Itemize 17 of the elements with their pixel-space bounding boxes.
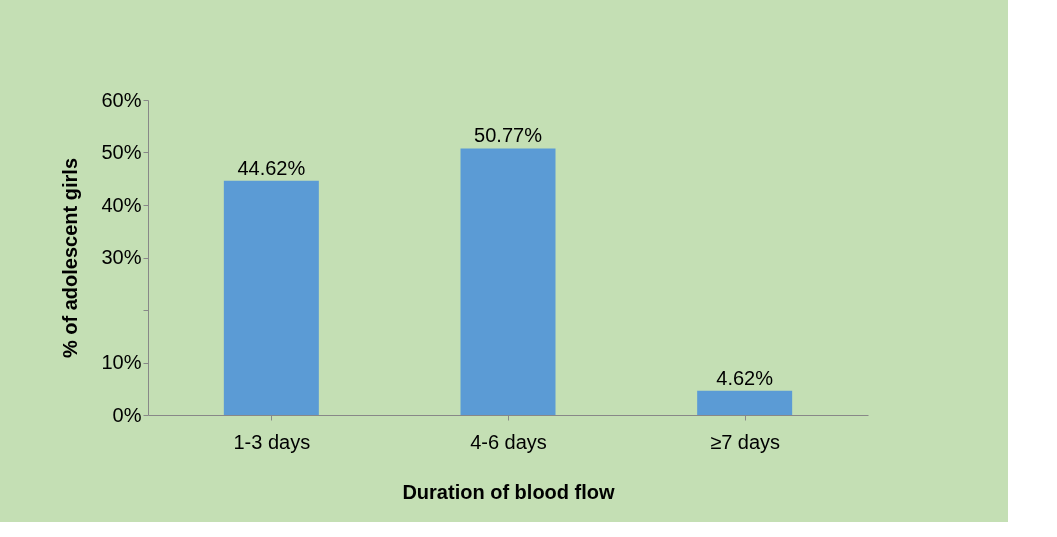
y-tick-label: 40%	[101, 193, 142, 216]
y-tick-label: 0%	[112, 403, 142, 426]
x-tick-label: 1-3 days	[233, 430, 311, 453]
data-label: 50.77%	[474, 124, 543, 147]
x-tick-label: ≥7 days	[710, 430, 781, 453]
y-tick-label: 50%	[101, 141, 142, 163]
y-axis-title: % of adolescent girls	[59, 157, 82, 359]
data-label: 4.62%	[716, 366, 774, 389]
y-tick-label: 60%	[101, 88, 142, 111]
x-axis-title: Duration of blood flow	[402, 480, 616, 503]
bar	[697, 390, 793, 415]
bar	[460, 148, 556, 415]
x-tick-label: 4-6 days	[470, 430, 547, 453]
y-tick-label: 10%	[101, 351, 142, 373]
bar	[223, 180, 319, 415]
data-label: 44.62%	[237, 156, 306, 179]
y-tick-label: 30%	[101, 246, 142, 268]
